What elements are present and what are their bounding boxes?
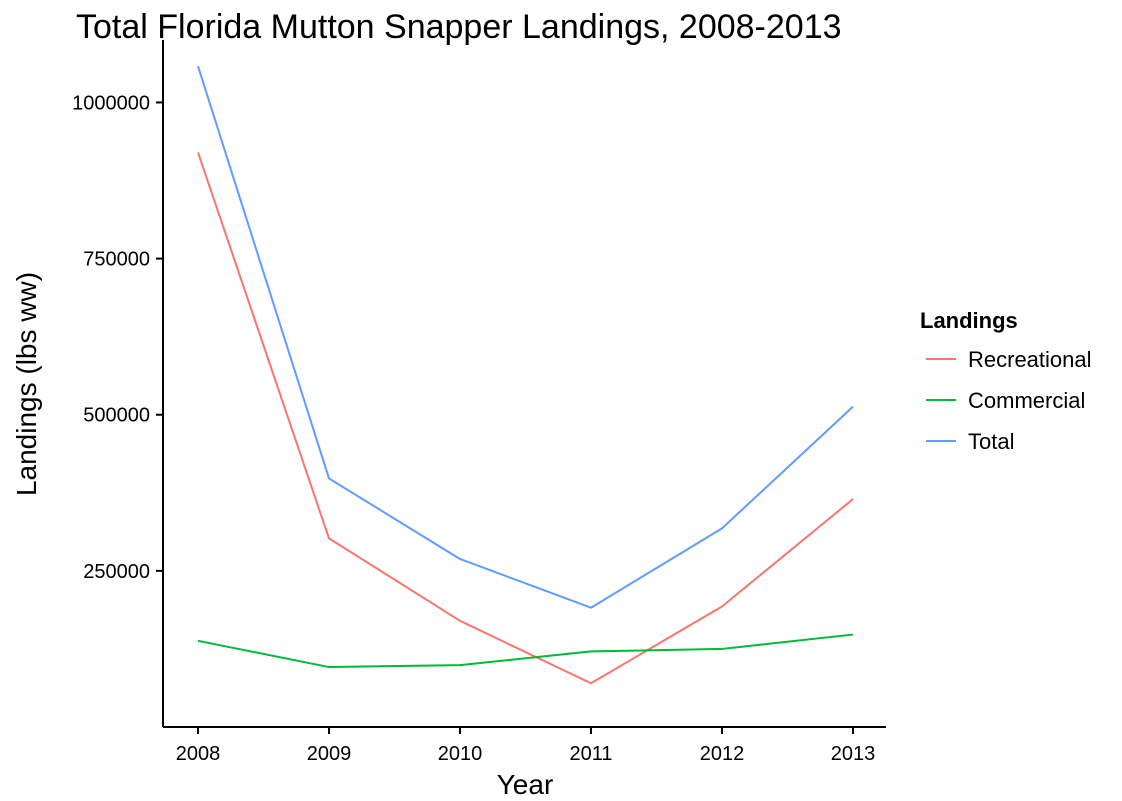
legend-title: Landings — [920, 308, 1018, 333]
chart-title: Total Florida Mutton Snapper Landings, 2… — [76, 8, 842, 46]
legend-item-recreational: Recreational — [926, 347, 1092, 372]
x-tick-label: 2008 — [176, 743, 221, 765]
y-tick-label: 750000 — [83, 249, 150, 271]
legend-label: Recreational — [968, 347, 1092, 372]
x-axis: 2008 2009 2010 2011 2012 2013 — [163, 726, 886, 765]
legend-item-commercial: Commercial — [926, 388, 1085, 413]
x-tick-label: 2010 — [438, 743, 483, 765]
x-tick-label: 2012 — [700, 743, 745, 765]
legend-item-total: Total — [926, 429, 1014, 454]
legend-label: Commercial — [968, 388, 1085, 413]
legend-label: Total — [968, 429, 1014, 454]
y-ticks: 250000 500000 750000 1000000 — [72, 92, 163, 583]
y-axis-title: Landings (lbs ww) — [11, 272, 42, 496]
legend: Landings Recreational Commercial Total — [920, 308, 1092, 454]
x-tick-label: 2009 — [307, 743, 352, 765]
y-axis: 250000 500000 750000 1000000 — [72, 40, 164, 727]
legend-items: Recreational Commercial Total — [926, 347, 1092, 454]
series-line-total — [197, 65, 854, 609]
y-tick-label: 1000000 — [72, 92, 150, 114]
x-tick-label: 2011 — [569, 743, 612, 765]
x-tick-label: 2013 — [831, 743, 876, 765]
series-line-recreational — [197, 152, 854, 685]
series-lines — [197, 65, 854, 685]
x-axis-title: Year — [497, 769, 554, 800]
series-line-commercial — [197, 633, 854, 669]
y-tick-label: 250000 — [83, 561, 150, 583]
y-tick-label: 500000 — [83, 405, 150, 427]
x-ticks: 2008 2009 2010 2011 2012 2013 — [176, 727, 876, 765]
